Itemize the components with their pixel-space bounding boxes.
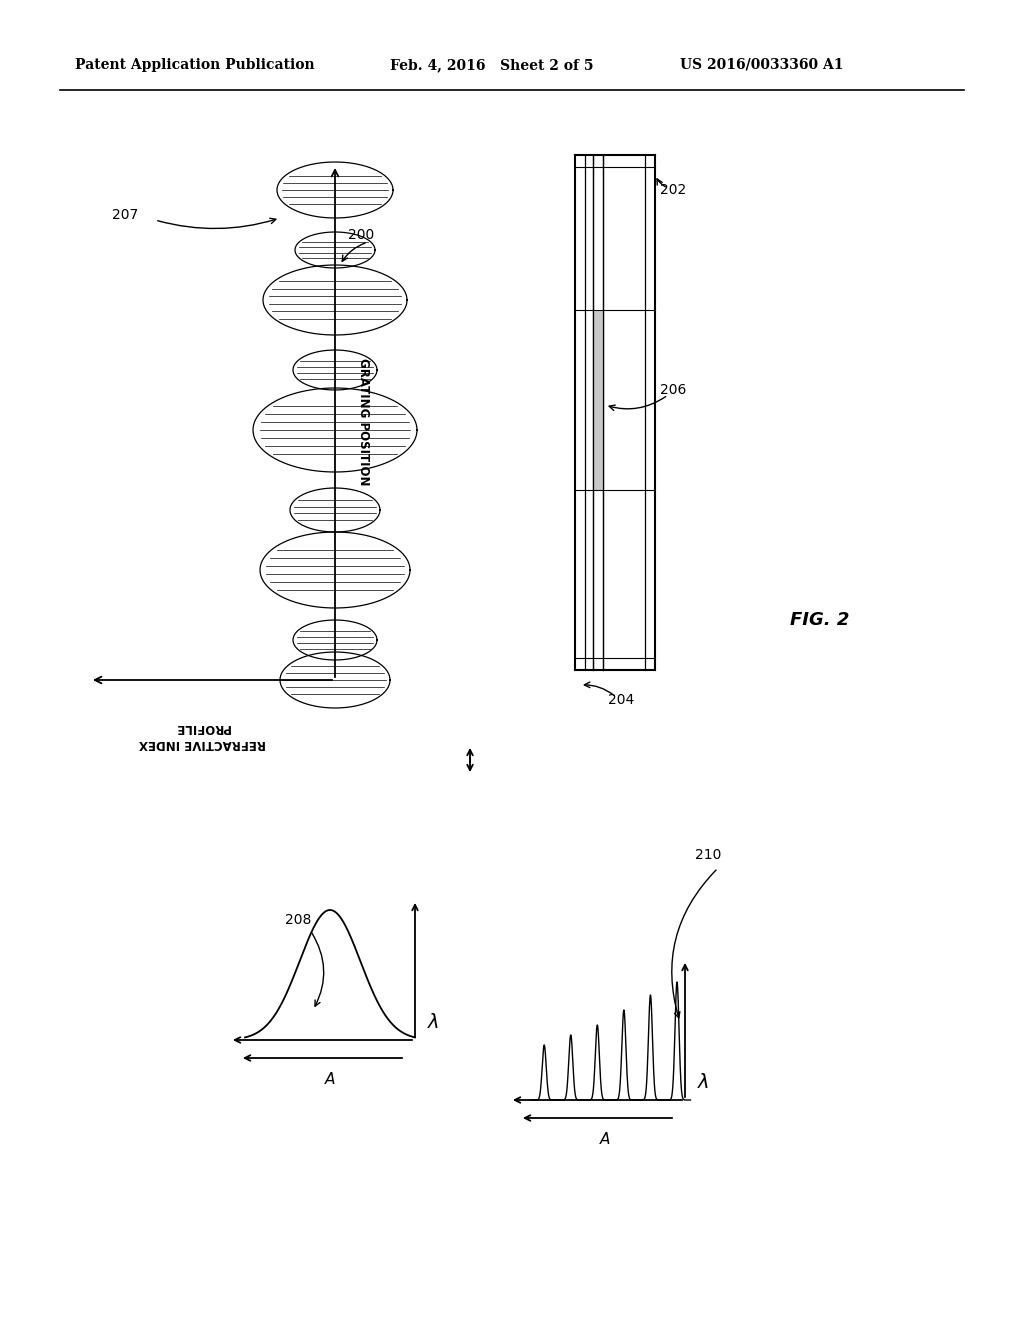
Bar xyxy=(593,310,603,490)
Text: 208: 208 xyxy=(285,913,311,927)
Text: A: A xyxy=(325,1072,335,1088)
Text: Patent Application Publication: Patent Application Publication xyxy=(75,58,314,73)
Text: $\lambda$: $\lambda$ xyxy=(427,1012,439,1031)
Text: A: A xyxy=(600,1133,610,1147)
Text: $\lambda$: $\lambda$ xyxy=(696,1072,710,1092)
Text: 207: 207 xyxy=(112,209,138,222)
Text: 202: 202 xyxy=(660,183,686,197)
Text: REFRACTIVE INDEX
PROFILE: REFRACTIVE INDEX PROFILE xyxy=(138,721,265,750)
Text: 204: 204 xyxy=(608,693,634,708)
Text: 206: 206 xyxy=(660,383,686,397)
Text: 200: 200 xyxy=(348,228,374,242)
Text: GRATING POSITION: GRATING POSITION xyxy=(356,358,370,486)
Text: US 2016/0033360 A1: US 2016/0033360 A1 xyxy=(680,58,844,73)
Text: 210: 210 xyxy=(695,847,721,862)
Text: FIG. 2: FIG. 2 xyxy=(791,611,850,630)
Text: Feb. 4, 2016   Sheet 2 of 5: Feb. 4, 2016 Sheet 2 of 5 xyxy=(390,58,594,73)
